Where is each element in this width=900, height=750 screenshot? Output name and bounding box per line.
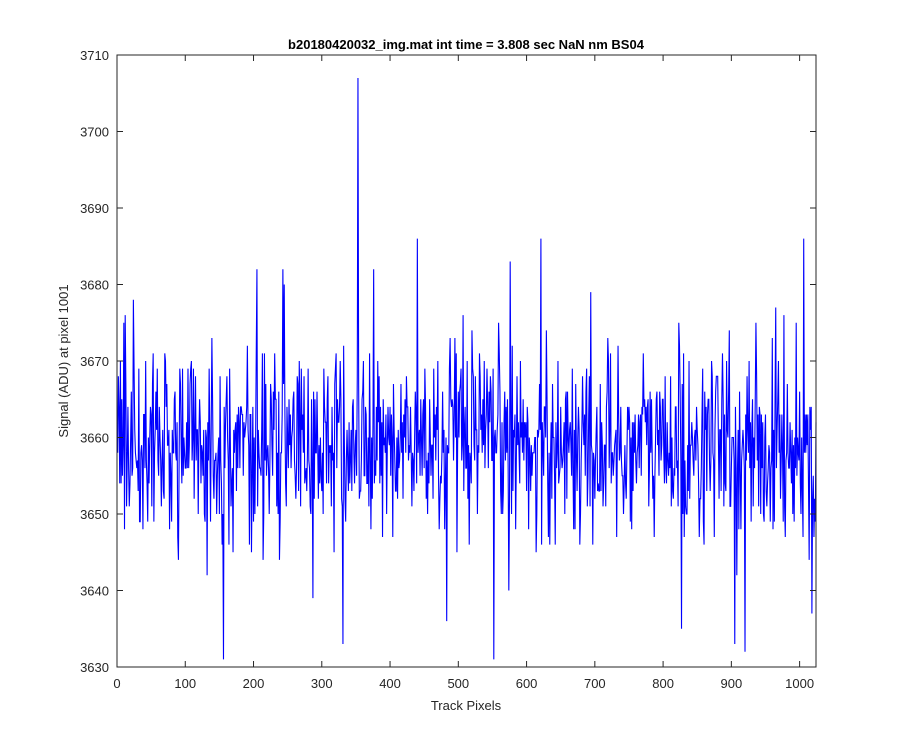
y-axis-label: Signal (ADU) at pixel 1001 [56,284,71,437]
y-tick-label: 3700 [80,125,109,140]
chart-title: b20180420032_img.mat int time = 3.808 se… [288,37,645,52]
y-tick-label: 3630 [80,660,109,675]
y-tick-label: 3690 [80,201,109,216]
y-tick-label: 3670 [80,354,109,369]
x-tick-label: 900 [721,676,743,691]
x-tick-label: 700 [584,676,606,691]
x-tick-label: 600 [516,676,538,691]
y-tick-label: 3680 [80,278,109,293]
x-tick-label: 300 [311,676,333,691]
x-tick-label: 200 [243,676,265,691]
x-tick-label: 0 [113,676,120,691]
x-tick-label: 500 [447,676,469,691]
y-tick-label: 3650 [80,507,109,522]
x-axis-label: Track Pixels [431,698,502,713]
x-tick-label: 400 [379,676,401,691]
x-tick-label: 1000 [785,676,814,691]
y-axis: 3630 3640 3650 3660 3670 3680 3690 3700 3710 [80,48,816,675]
x-tick-label: 100 [174,676,196,691]
signal-series-line [117,77,817,660]
plot-area [117,55,816,667]
x-tick-label: 800 [652,676,674,691]
x-axis: 0 100 200 300 400 500 600 700 800 900 1000 [113,55,814,691]
y-tick-label: 3710 [80,48,109,63]
y-tick-label: 3660 [80,431,109,446]
series-group [117,77,817,660]
y-tick-label: 3640 [80,584,109,599]
